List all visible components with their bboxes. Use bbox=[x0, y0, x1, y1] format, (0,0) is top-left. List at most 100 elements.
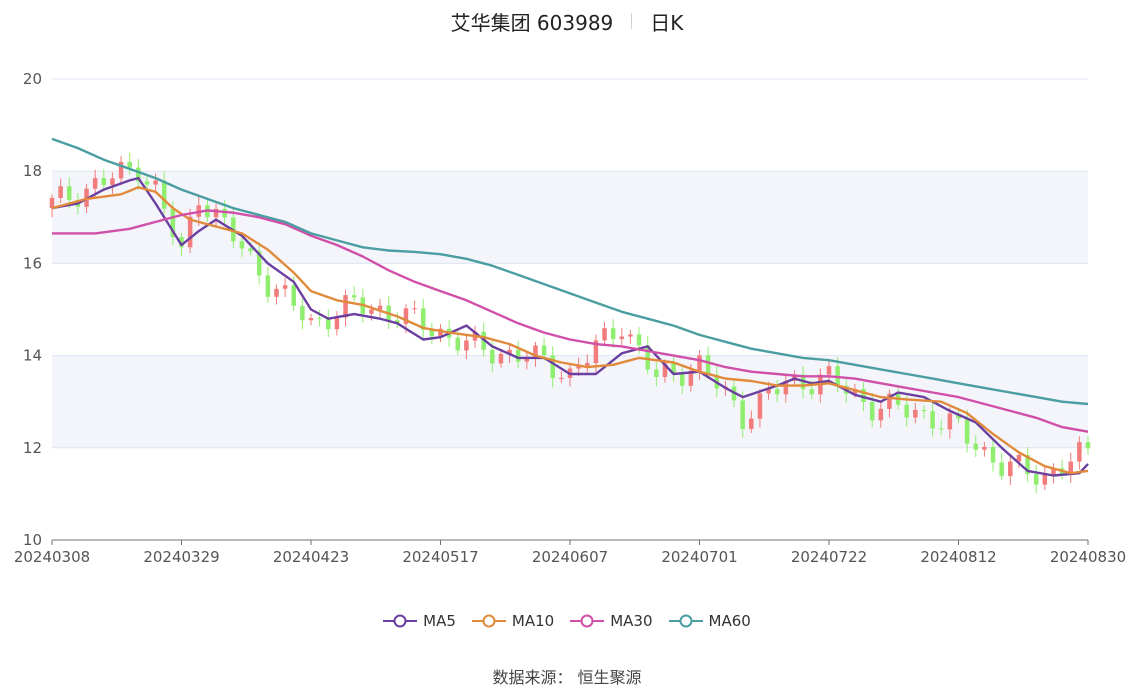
period-label: 日K bbox=[650, 10, 684, 35]
y-tick-label: 20 bbox=[23, 70, 42, 88]
candle-body bbox=[1085, 442, 1091, 449]
candle-body bbox=[343, 295, 348, 318]
candle-body bbox=[127, 161, 132, 168]
candle-body bbox=[541, 345, 547, 356]
candle-body bbox=[274, 288, 279, 297]
candle-body bbox=[585, 363, 590, 367]
candle-body bbox=[369, 309, 374, 314]
legend-item-ma10[interactable]: MA10 bbox=[471, 612, 555, 630]
candle-body bbox=[282, 285, 288, 289]
x-tick-label: 20240722 bbox=[791, 548, 867, 566]
candle-body bbox=[300, 305, 305, 321]
candle-body bbox=[515, 349, 521, 362]
candle-body bbox=[757, 393, 763, 419]
legend-marker-ma60 bbox=[668, 614, 703, 628]
legend-label-ma30: MA30 bbox=[610, 612, 653, 630]
candle-body bbox=[982, 446, 987, 450]
legend-item-ma30[interactable]: MA30 bbox=[570, 612, 653, 630]
candle-body bbox=[1068, 461, 1073, 475]
candle-body bbox=[49, 197, 55, 209]
x-tick-label: 20240329 bbox=[143, 548, 219, 566]
candle-body bbox=[438, 328, 443, 337]
candle-body bbox=[412, 308, 417, 310]
candle-body bbox=[213, 208, 219, 218]
legend-item-ma60[interactable]: MA60 bbox=[668, 612, 751, 630]
candle-body bbox=[153, 180, 158, 185]
candle-body bbox=[809, 389, 814, 395]
candle-body bbox=[187, 216, 193, 248]
candle-body bbox=[334, 317, 340, 330]
candle-body bbox=[92, 178, 98, 189]
candle-body bbox=[110, 178, 115, 185]
legend-marker-ma5 bbox=[383, 614, 418, 628]
candle-body bbox=[602, 328, 607, 341]
legend-marker-ma10 bbox=[471, 614, 506, 628]
candle-body bbox=[861, 388, 866, 403]
chart-legend: MA5 MA10 MA30 MA60 bbox=[0, 612, 1134, 630]
candle-body bbox=[498, 353, 504, 364]
candle-body bbox=[671, 363, 676, 375]
candle-body bbox=[559, 377, 564, 379]
x-tick-label: 20240830 bbox=[1050, 548, 1126, 566]
candle-body bbox=[222, 208, 227, 218]
candle-body bbox=[490, 349, 495, 364]
candle-body bbox=[1033, 474, 1039, 485]
candle-body bbox=[869, 402, 875, 421]
candle-body bbox=[136, 167, 141, 182]
candle-body bbox=[930, 411, 935, 429]
candle-body bbox=[248, 248, 253, 252]
candle-body bbox=[1025, 455, 1030, 475]
candlestick-chart: 10 12 14 16 18 20 20240308 20240329 20240423 2024… bbox=[14, 70, 1126, 566]
series-line-ma60 bbox=[51, 137, 1089, 406]
candle-body bbox=[990, 446, 996, 463]
candle-body bbox=[774, 389, 780, 395]
candle-body bbox=[688, 370, 694, 386]
data-source: 数据来源： 恒生聚源 bbox=[0, 664, 1134, 688]
candle-body bbox=[161, 180, 167, 209]
candle-body bbox=[239, 241, 245, 249]
legend-item-ma5[interactable]: MA5 bbox=[383, 612, 456, 630]
candle-body bbox=[326, 318, 331, 330]
y-tick-label: 10 bbox=[23, 531, 42, 549]
candle-body bbox=[1042, 474, 1048, 485]
chart-title: 艾华集团 603989 bbox=[450, 10, 614, 35]
candle-body bbox=[179, 236, 184, 248]
title-divider bbox=[631, 13, 633, 29]
candle-body bbox=[938, 428, 944, 430]
chart-title-row: 艾华集团 603989 日K bbox=[0, 6, 1134, 36]
candle-body bbox=[1016, 455, 1022, 462]
candle-body bbox=[403, 308, 409, 324]
legend-label-ma10: MA10 bbox=[511, 612, 555, 630]
candle-body bbox=[766, 389, 771, 394]
candle-body bbox=[256, 251, 262, 276]
candle-body bbox=[455, 337, 461, 351]
candle-body bbox=[308, 318, 314, 321]
candle-body bbox=[1008, 461, 1013, 477]
candle-body bbox=[118, 161, 124, 179]
candle-body bbox=[921, 409, 927, 412]
candle-body bbox=[58, 186, 63, 198]
candle-body bbox=[662, 363, 668, 377]
candle-body bbox=[749, 418, 754, 429]
candle-body bbox=[524, 358, 530, 362]
candle-body bbox=[291, 285, 296, 306]
legend-label-ma60: MA60 bbox=[708, 612, 751, 630]
candle-body bbox=[464, 340, 469, 351]
candle-body bbox=[67, 186, 72, 200]
y-tick-label: 18 bbox=[23, 162, 42, 180]
candle-body bbox=[947, 413, 953, 430]
y-tick-label: 16 bbox=[23, 254, 42, 272]
candle-body bbox=[705, 355, 711, 375]
x-tick-label: 20240423 bbox=[273, 548, 349, 566]
candle-body bbox=[619, 336, 625, 340]
candle-body bbox=[826, 366, 832, 375]
candle-body bbox=[144, 181, 150, 185]
candle-body bbox=[654, 369, 659, 377]
candle-body bbox=[697, 355, 702, 371]
source-value: 恒生聚源 bbox=[577, 668, 642, 687]
y-tick-label: 12 bbox=[23, 439, 42, 457]
candle-body bbox=[265, 275, 271, 297]
candle-body bbox=[740, 400, 745, 429]
candle-body bbox=[610, 328, 616, 340]
candle-body bbox=[1051, 468, 1056, 475]
